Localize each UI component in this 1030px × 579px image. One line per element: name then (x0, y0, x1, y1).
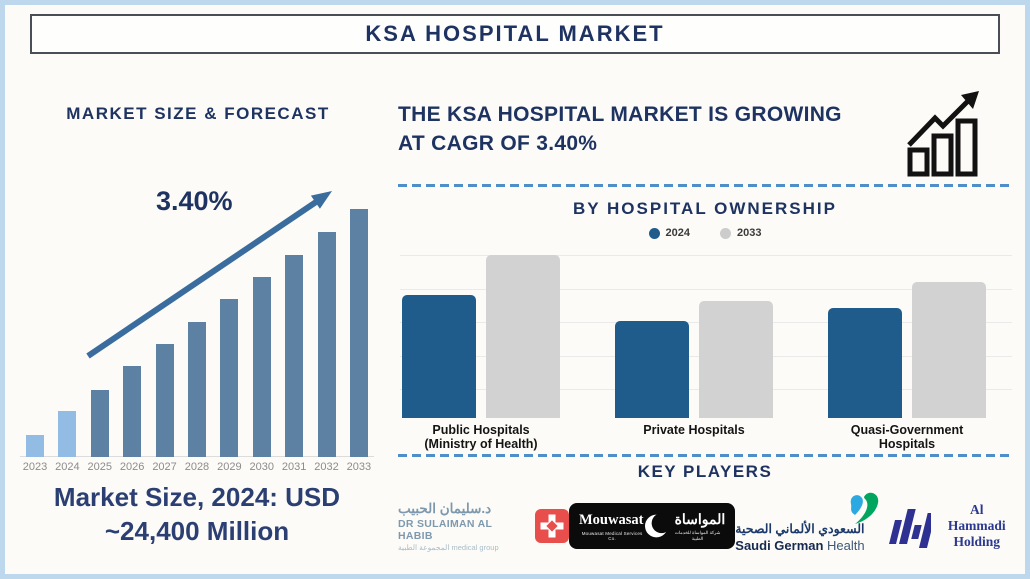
legend-item-2033: 2033 (720, 227, 761, 239)
forecast-bar-column-2032: 2032 (312, 232, 342, 473)
cagr-value-label: 3.40% (156, 186, 233, 216)
page-title: KSA HOSPITAL MARKET (365, 21, 665, 46)
mouwasat-latin-name: Mouwasat (579, 511, 644, 528)
mouwasat-latin-subtext: Mouwasat Medical Services Co. (581, 530, 643, 541)
right-headline-line1: THE KSA HOSPITAL MARKET IS GROWING (398, 103, 842, 126)
title-banner: KSA HOSPITAL MARKET (30, 14, 1000, 54)
ownership-group: Public Hospitals (Ministry of Health) (402, 250, 560, 451)
forecast-bar-column-2028: 2028 (182, 322, 212, 473)
market-size-forecast-chart: 2023 2024 2025 2026 2027 2028 2029 2030 2031 2032… (20, 130, 374, 475)
market-size-caption-line1: Market Size, 2024: USD (53, 482, 341, 512)
habib-arabic-name: د.سليمان الحبيب (398, 500, 492, 516)
forecast-bar (155, 344, 174, 457)
forecast-bar-column-2024: 2024 (52, 411, 82, 473)
sgh-arabic-name: السعودي الألماني الصحية (735, 522, 865, 536)
ownership-bar-2033 (486, 255, 560, 418)
forecast-bar-column-2029: 2029 (214, 299, 244, 473)
forecast-bar-column-2033: 2033 (344, 209, 374, 473)
ownership-bar-2024 (402, 295, 476, 418)
forecast-year-label: 2030 (249, 461, 274, 473)
forecast-bar-column-2026: 2026 (117, 366, 147, 473)
ownership-chart: Public Hospitals (Ministry of Health) Priv… (400, 250, 1012, 456)
logo-al-hammadi-holding: Al Hammadi Holding (886, 502, 1014, 550)
forecast-bar (26, 435, 44, 457)
logo-saudi-german-health: السعودي الألماني الصحية Saudi German Hea… (735, 492, 885, 559)
ownership-bar-2033 (699, 301, 773, 418)
habib-latin-name: DR SULAIMAN AL HABIB (398, 517, 493, 542)
logo-mouwasat: Mouwasat Mouwasat Medical Services Co. ا… (569, 503, 736, 549)
forecast-bar (220, 299, 239, 457)
hammadi-name: Al Hammadi Holding (947, 502, 1006, 549)
forecast-bar (285, 255, 304, 457)
dashed-divider-top (398, 184, 1012, 187)
forecast-year-label: 2029 (217, 461, 242, 473)
habib-cross-icon (535, 509, 569, 543)
forecast-bars: 2023 2024 2025 2026 2027 2028 2029 2030 2031 2032… (20, 130, 374, 473)
market-size-caption: Market Size, 2024: USD ~24,400 Million (8, 480, 386, 548)
ownership-category-label: Public Hospitals (Ministry of Health) (424, 423, 538, 451)
forecast-bar (123, 366, 142, 457)
right-headline-line2: AT CAGR OF 3.40% (398, 132, 598, 155)
ownership-legend: 2024 2033 (398, 227, 1012, 239)
ownership-heading: BY HOSPITAL OWNERSHIP (573, 199, 837, 218)
forecast-year-label: 2031 (281, 461, 307, 473)
forecast-bar (317, 232, 336, 457)
forecast-year-label: 2026 (119, 461, 145, 473)
key-players-logos: د.سليمان الحبيب DR SULAIMAN AL HABIB med… (398, 490, 1014, 562)
forecast-year-label: 2023 (22, 461, 48, 473)
forecast-bar (349, 209, 368, 457)
forecast-bar-column-2025: 2025 (85, 390, 115, 473)
key-players-heading: KEY PLAYERS (637, 462, 773, 481)
forecast-year-label: 2028 (184, 461, 210, 473)
ownership-group: Quasi-Government Hospitals (828, 250, 986, 451)
right-headline: THE KSA HOSPITAL MARKET IS GROWING AT CA… (398, 100, 918, 158)
legend-label-2033: 2033 (737, 227, 762, 239)
ownership-bar-groups: Public Hospitals (Ministry of Health) Priv… (400, 250, 1012, 451)
mouwasat-arabic-subtext: شركة المواساة للخدمات الطبية (674, 529, 721, 541)
ownership-bar-2024 (615, 321, 689, 418)
dashed-divider-bottom (398, 454, 1012, 457)
forecast-year-label: 2032 (314, 461, 339, 473)
forecast-bar (187, 322, 206, 457)
ownership-group: Private Hospitals (615, 250, 773, 451)
forecast-bar-column-2031: 2031 (279, 255, 309, 473)
legend-dot-2033 (720, 227, 731, 239)
legend-dot-2024 (648, 227, 660, 239)
forecast-bar-column-2027: 2027 (150, 344, 180, 473)
legend-item-2024: 2024 (648, 227, 690, 239)
mouwasat-arabic-name: المواساة (674, 510, 726, 527)
mouwasat-crescent-icon (645, 513, 670, 538)
ownership-category-label: Quasi-Government Hospitals (850, 423, 964, 451)
forecast-bar (252, 277, 271, 457)
forecast-year-label: 2027 (152, 461, 177, 473)
forecast-year-label: 2024 (55, 461, 80, 473)
market-size-forecast-heading: MARKET SIZE & FORECAST (66, 104, 330, 123)
ownership-bar-2024 (828, 308, 902, 418)
forecast-bar (58, 411, 77, 457)
forecast-bar (90, 390, 109, 457)
growth-chart-icon (907, 91, 979, 177)
forecast-bar-column-2030: 2030 (247, 277, 277, 473)
forecast-bar-column-2023: 2023 (20, 435, 50, 473)
ownership-bar-2033 (912, 282, 986, 418)
forecast-year-label: 2033 (346, 461, 372, 473)
ownership-category-label: Private Hospitals (643, 423, 745, 437)
legend-label-2024: 2024 (665, 227, 690, 239)
forecast-year-label: 2025 (87, 461, 113, 473)
sgh-latin-name: Saudi German Health (735, 538, 865, 553)
market-size-caption-line2: ~24,400 Million (104, 516, 290, 546)
logo-dr-sulaiman-al-habib: د.سليمان الحبيب DR SULAIMAN AL HABIB med… (398, 501, 569, 552)
sgh-heart-icon (850, 492, 878, 524)
habib-tagline: medical group المجموعة الطبية (398, 542, 499, 552)
hammadi-bars-icon (888, 509, 932, 548)
